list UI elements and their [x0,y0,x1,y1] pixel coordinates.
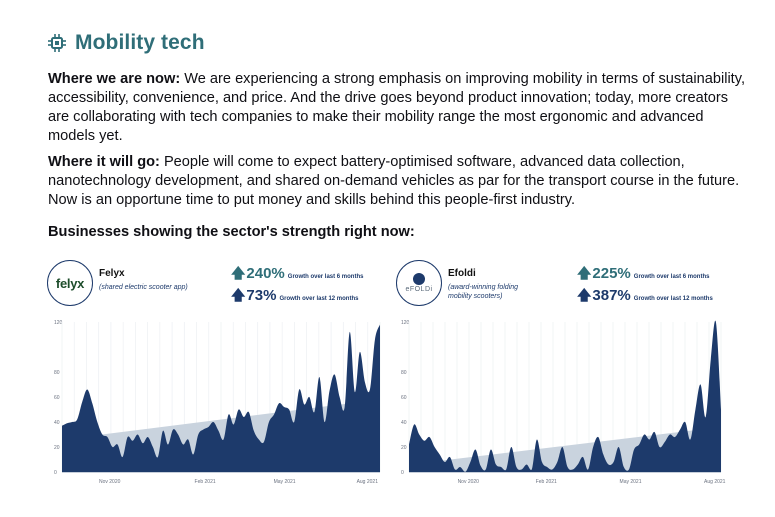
company-name: Felyx [99,268,125,279]
y-tick-label: 20 [401,445,407,451]
efoldi-mark-icon [413,273,425,285]
y-tick-label: 20 [54,445,60,451]
felyx-logo-text: felyx [55,275,85,291]
y-tick-label: 80 [401,370,407,376]
felyx-area-chart: 0 20 40 60 80 120 Nov 2020 Feb 2021 May 2021 Aug … [54,320,381,485]
y-tick-label: 0 [401,470,404,476]
y-tick-label: 120 [401,320,410,326]
stat-value: 73% [246,287,277,304]
y-tick-label: 0 [54,470,57,476]
header: Mobility tech [47,31,205,55]
stat-12-months: 🡅 387% Growth over last 12 months [577,285,713,309]
company-description: (award-winning folding mobility scooters… [448,283,518,301]
stat-label: Growth over last 12 months [633,296,713,302]
efoldi-area-chart: 0 20 40 60 80 120 Nov 2020 Feb 2021 May 2021 Aug … [401,320,726,485]
x-tick-label: Aug 2021 [357,479,379,485]
businesses-heading: Businesses showing the sector's strength… [48,224,415,240]
company-description: (shared electric scooter app) [99,284,188,291]
felyx-logo: felyx [47,260,93,306]
y-tick-label: 120 [54,320,63,326]
paragraph-body: We are experiencing a strong emphasis on… [48,71,746,144]
chip-icon [48,34,66,52]
stat-value: 240% [246,265,285,282]
efoldi-logo: eFOLDi [396,260,442,306]
x-tick-label: Nov 2020 [99,479,121,485]
y-tick-label: 60 [401,395,407,401]
arrow-up-icon: 🡅 [231,287,246,303]
stat-12-months: 🡅 73% Growth over last 12 months [231,285,358,309]
stat-label: Growth over last 6 months [287,274,364,280]
y-tick-label: 40 [401,420,407,426]
paragraph-lead: Where we are now: [48,71,181,87]
page-title: Mobility tech [75,31,205,54]
y-tick-label: 60 [54,395,60,401]
stat-6-months: 🡅 225% Growth over last 6 months [577,263,709,287]
stat-label: Growth over last 6 months [633,274,710,280]
efoldi-logo-text: eFOLDi [405,286,433,293]
stat-6-months: 🡅 240% Growth over last 6 months [231,263,363,287]
paragraph-now: Where we are now: We are experiencing a … [48,70,748,146]
paragraph-body: People will come to expect battery-optim… [48,154,740,208]
x-tick-label: Aug 2021 [704,479,726,485]
stat-value: 387% [592,287,631,304]
stat-value: 225% [592,265,631,282]
arrow-up-icon: 🡅 [577,287,592,303]
x-tick-label: May 2021 [620,479,642,485]
x-tick-label: Nov 2020 [458,479,480,485]
paragraph-lead: Where it will go: [48,154,160,170]
arrow-up-icon: 🡅 [577,265,592,281]
y-tick-label: 80 [54,370,60,376]
stat-label: Growth over last 12 months [279,296,359,302]
x-tick-label: Feb 2021 [536,479,557,485]
paragraph-future: Where it will go: People will come to ex… [48,153,748,210]
area-series [62,324,380,472]
y-tick-label: 40 [54,420,60,426]
description-line: mobility scooters) [448,293,503,300]
company-name: Efoldi [448,268,476,279]
description-line: (award-winning folding [448,284,519,291]
x-tick-label: May 2021 [274,479,296,485]
arrow-up-icon: 🡅 [231,265,246,281]
area-series [409,320,721,472]
x-tick-label: Feb 2021 [195,479,216,485]
